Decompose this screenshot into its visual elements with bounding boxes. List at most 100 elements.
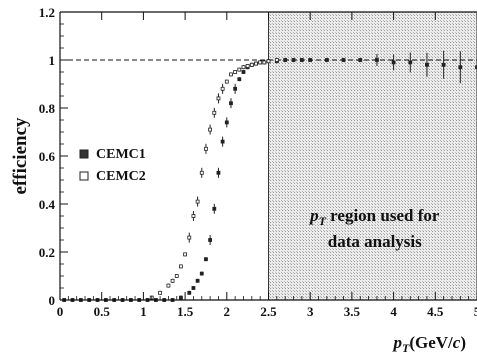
filled-marker (308, 58, 313, 62)
filled-marker (341, 58, 346, 62)
open-marker (229, 72, 233, 77)
filled-marker (195, 278, 200, 283)
open-marker (216, 96, 221, 101)
open-marker (170, 278, 175, 283)
filled-marker (216, 170, 221, 175)
open-marker (208, 127, 213, 132)
open-marker (174, 274, 179, 278)
data-point (233, 70, 238, 74)
data-point (241, 65, 246, 70)
filled-marker (220, 139, 225, 144)
y-tick-label: 0.6 (39, 149, 56, 164)
open-marker (241, 65, 246, 70)
data-point (324, 58, 329, 62)
open-marker (199, 170, 204, 175)
data-point (249, 62, 254, 67)
data-point (266, 59, 271, 64)
filled-marker (375, 58, 379, 62)
x-tick-label: 0 (57, 304, 64, 319)
legend-marker (79, 149, 89, 159)
data-point (208, 235, 213, 245)
filled-marker (425, 62, 429, 67)
data-point (308, 58, 313, 62)
y-tick-label: 0.4 (39, 197, 56, 212)
data-point (237, 77, 242, 82)
data-point (375, 54, 379, 66)
open-marker (220, 86, 225, 91)
open-marker (258, 60, 263, 65)
filled-marker (233, 86, 238, 91)
data-point (258, 60, 263, 65)
filled-marker (299, 58, 304, 62)
filled-marker (408, 60, 413, 65)
x-tick-label: 2.5 (260, 304, 277, 319)
data-point (187, 232, 192, 243)
data-point (179, 264, 183, 269)
open-marker (224, 79, 229, 84)
x-tick-label: 4 (390, 304, 397, 319)
region-label-line1: pT region used for (308, 206, 440, 228)
data-point (204, 257, 208, 262)
filled-marker (187, 290, 192, 295)
shaded-region (268, 11, 477, 301)
data-point (212, 203, 217, 214)
filled-marker (324, 58, 329, 62)
data-point (241, 70, 246, 74)
data-point (274, 58, 279, 62)
y-tick-label: 0 (49, 293, 56, 308)
x-tick-label: 3.5 (344, 304, 361, 319)
data-point (216, 93, 221, 104)
data-point (199, 167, 204, 178)
open-marker (187, 235, 192, 240)
filled-marker (191, 286, 196, 290)
data-point (216, 167, 221, 178)
region-label-line2: data analysis (328, 232, 422, 251)
open-marker (274, 58, 279, 62)
open-marker (179, 264, 183, 269)
open-marker (249, 62, 254, 67)
data-point (158, 290, 162, 295)
data-point (224, 79, 229, 84)
legend-label: CEMC2 (96, 169, 146, 184)
open-marker (191, 214, 196, 218)
data-point (291, 58, 296, 62)
data-point (183, 252, 188, 257)
x-tick-label: 0.5 (94, 304, 111, 319)
data-point (204, 143, 208, 154)
filled-marker (212, 206, 217, 211)
filled-marker (208, 238, 213, 242)
open-marker (254, 61, 258, 66)
y-tick-label: 0.8 (39, 101, 56, 116)
filled-marker (441, 62, 446, 67)
data-point (358, 58, 363, 62)
y-tick-label: 1.2 (39, 5, 55, 20)
data-point (229, 72, 233, 77)
filled-marker (291, 58, 296, 62)
y-tick-label: 1 (49, 53, 56, 68)
open-marker (166, 283, 171, 288)
legend-label: CEMC1 (96, 147, 146, 162)
data-point (199, 271, 204, 276)
data-point (195, 278, 200, 283)
open-marker (204, 146, 208, 151)
x-tick-label: 1.5 (177, 304, 194, 319)
data-point (179, 295, 183, 300)
data-point (191, 286, 196, 290)
data-point (170, 278, 175, 283)
data-point (166, 283, 171, 288)
data-point (299, 58, 304, 62)
filled-marker (283, 58, 288, 62)
open-marker (245, 64, 250, 68)
filled-marker (204, 257, 208, 262)
open-marker (183, 252, 188, 257)
x-tick-label: 1 (140, 304, 147, 319)
data-point (425, 52, 429, 77)
x-tick-label: 2 (224, 304, 231, 319)
data-point (283, 58, 288, 62)
data-point (208, 124, 213, 135)
data-point (262, 60, 267, 65)
open-marker (233, 70, 238, 74)
open-marker (237, 67, 242, 72)
open-marker (266, 59, 271, 64)
filled-marker (241, 70, 246, 74)
